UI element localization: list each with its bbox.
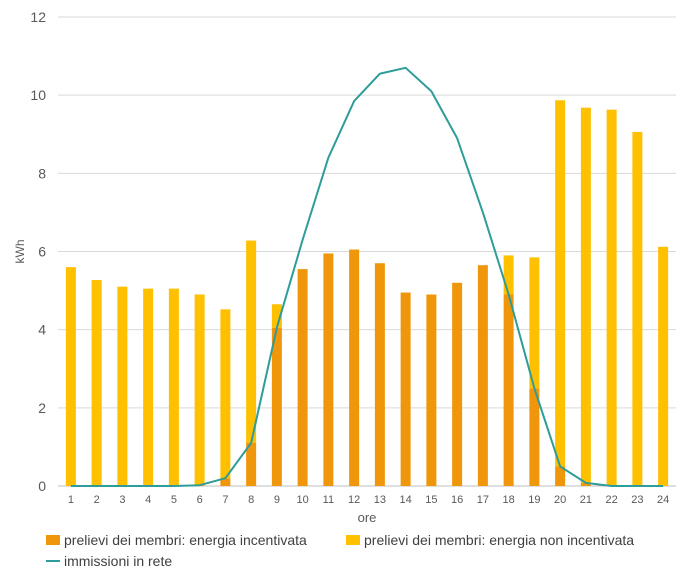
bar-incentivata [220,478,231,486]
bar-incentivata [349,249,360,486]
bar-non-incentivata [606,109,617,486]
x-tick-label: 7 [222,494,228,506]
bar-non-incentivata [220,309,231,479]
x-tick-label: 5 [171,494,177,506]
bar-incentivata [374,263,385,486]
gridlines [58,16,676,487]
bar-non-incentivata [580,107,591,483]
bar-incentivata [580,482,591,486]
bar-non-incentivata [91,280,102,486]
bar-incentivata [555,466,566,486]
bar-incentivata [246,443,257,486]
x-tick-label: 23 [631,494,643,506]
bar-non-incentivata [117,286,128,486]
bar-non-incentivata [555,100,566,467]
x-tick-label: 22 [606,494,618,506]
x-axis-label: ore [358,510,377,525]
x-tick-label: 15 [425,494,437,506]
bar-incentivata [477,265,488,486]
x-tick-label: 12 [348,494,360,506]
bar-non-incentivata [246,240,257,444]
x-tick-label: 11 [323,494,334,506]
bar-incentivata [297,269,308,486]
x-tick-label: 1 [68,494,74,506]
y-tick-label: 4 [38,322,46,338]
x-tick-label: 3 [119,494,125,506]
x-tick-label: 24 [657,494,669,506]
x-tick-label: 18 [503,494,515,506]
x-tick-label: 10 [297,494,309,506]
bar-non-incentivata [529,257,540,389]
x-tick-label: 9 [274,494,280,506]
bar-non-incentivata [503,255,514,295]
x-tick-label: 19 [528,494,540,506]
bar-non-incentivata [168,288,179,486]
bar-non-incentivata [632,131,643,486]
x-tick-label: 4 [145,494,151,506]
y-tick-labels: 0 2 4 6 8 10 12 [30,9,46,494]
bar-incentivata [503,294,514,486]
x-tick-label: 17 [477,494,489,506]
x-tick-label: 21 [580,494,592,506]
x-tick-label: 8 [248,494,254,506]
bar-incentivata [323,253,334,486]
bar-incentivata [400,292,411,486]
x-tick-label: 2 [94,494,100,506]
y-tick-label: 8 [38,165,46,181]
bar-incentivata [426,294,437,486]
x-tick-label: 20 [554,494,566,506]
line-series [70,66,664,487]
bar-non-incentivata [658,246,669,486]
y-tick-label: 6 [38,244,46,260]
bar-non-incentivata [65,267,76,486]
bar-non-incentivata [194,294,205,486]
y-axis-label: kWh [13,240,27,264]
x-tick-labels: 1 2 3 4 5 6 7 8 9 10 11 12 13 14 15 16 17 18 19 20 21 22 23 24 [68,494,669,506]
bar-non-incentivata [143,288,154,486]
bar-incentivata [529,388,540,486]
bar-incentivata [452,282,463,486]
x-tick-label: 6 [197,494,203,506]
y-tick-label: 2 [38,400,46,416]
x-tick-label: 16 [451,494,463,506]
y-tick-label: 10 [30,87,46,103]
y-tick-label: 0 [38,478,46,494]
bars [65,100,669,486]
line-immissioni [70,66,664,487]
y-tick-label: 12 [30,9,46,25]
x-tick-label: 14 [400,494,412,506]
x-tick-label: 13 [374,494,386,506]
bar-incentivata [271,327,282,486]
bar-non-incentivata [271,304,282,328]
